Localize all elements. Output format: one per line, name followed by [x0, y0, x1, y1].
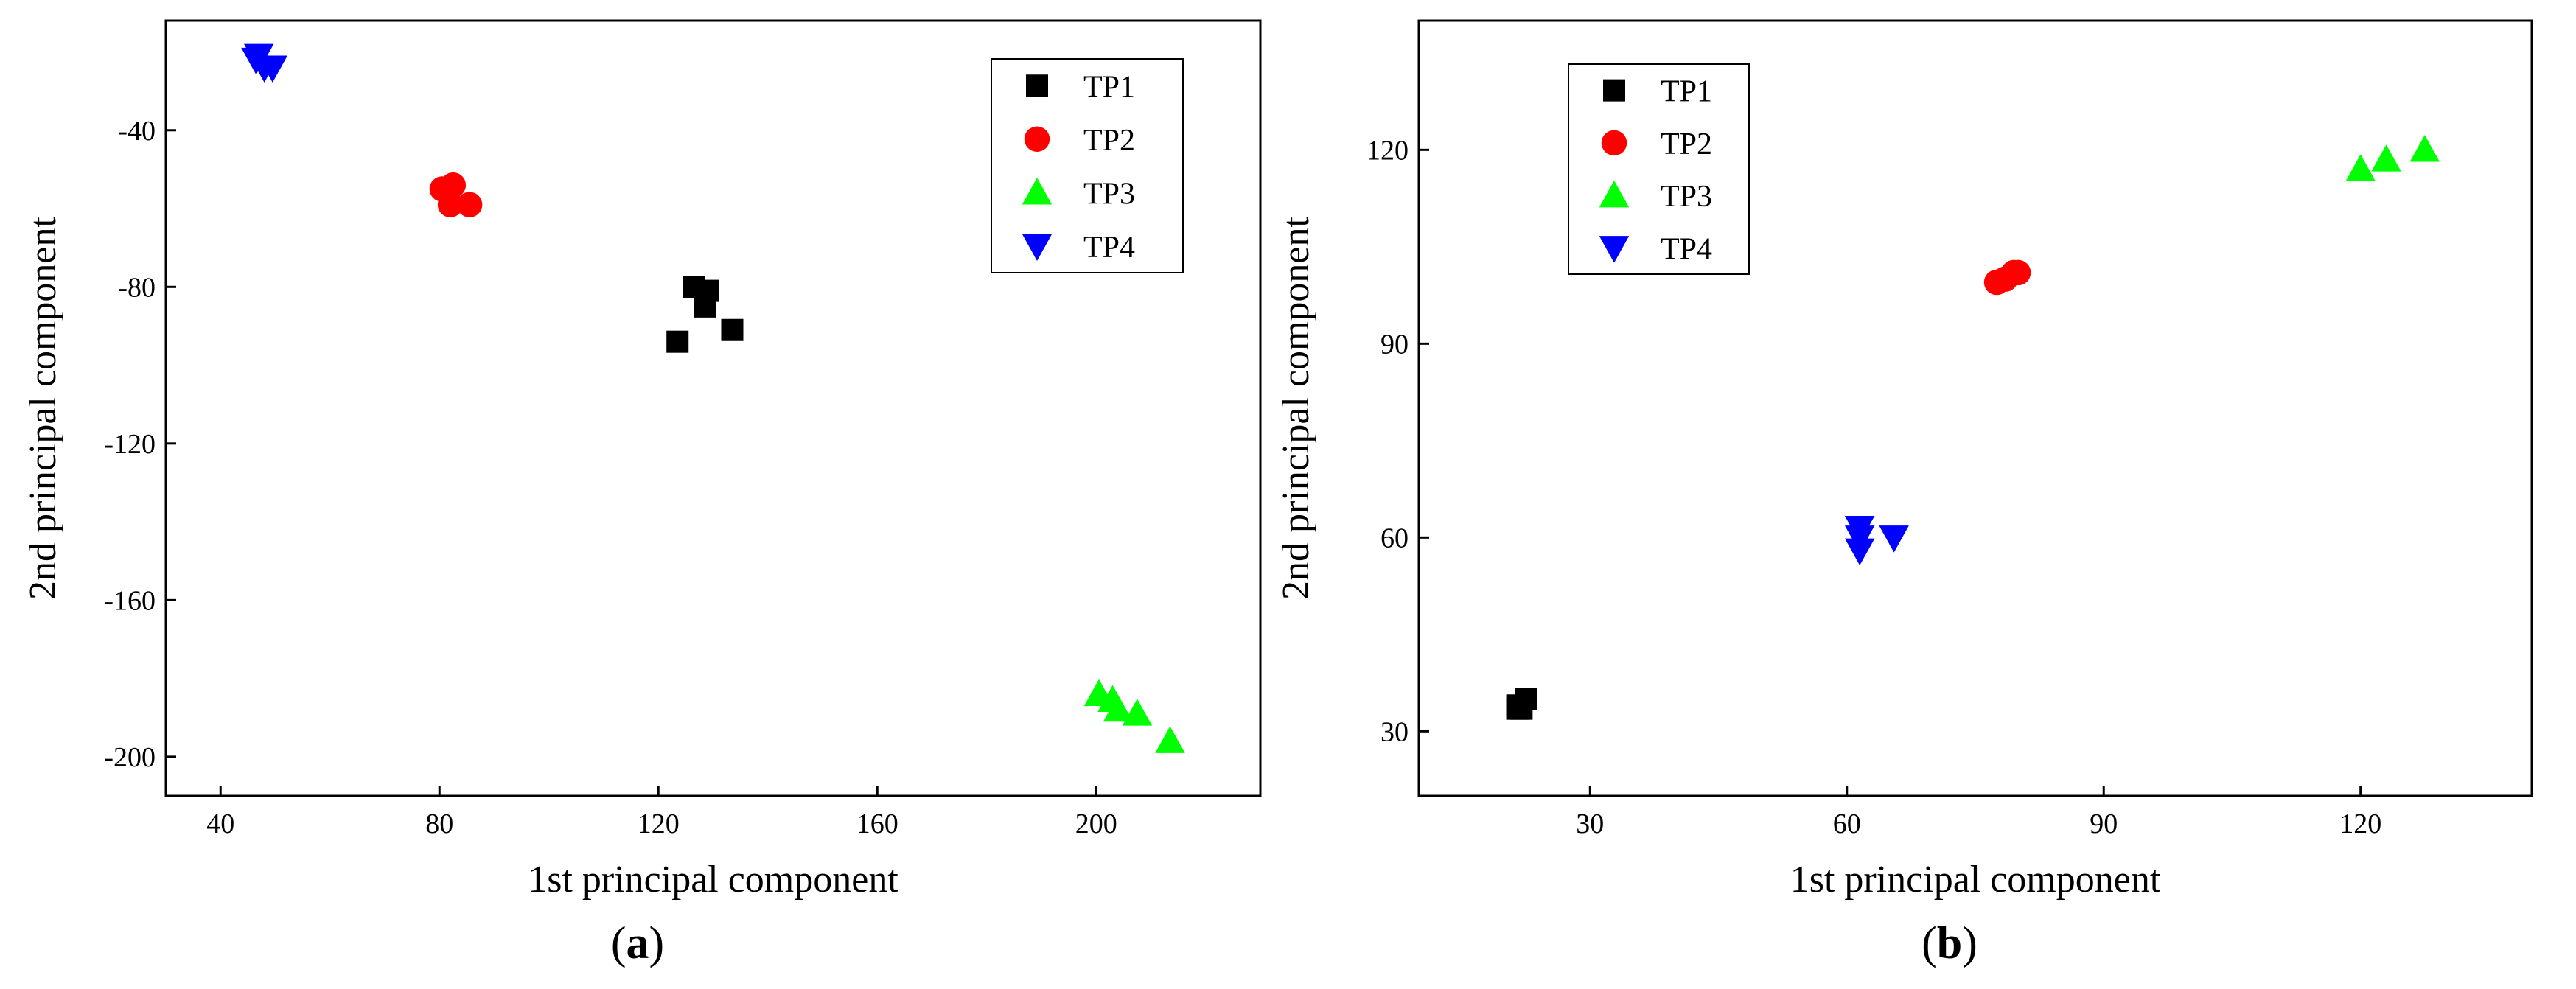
legend-marker-tp1: [1603, 79, 1625, 102]
data-point-tp2: [456, 192, 483, 217]
legend-marker-tp1: [1026, 74, 1048, 97]
y-axis-label: 2nd principal component: [22, 217, 64, 600]
x-tick-label: 30: [1576, 808, 1604, 839]
data-point-tp4: [257, 55, 288, 83]
legend-box: [991, 58, 1184, 273]
data-point-tp1: [666, 330, 689, 353]
data-point-tp1: [694, 295, 716, 318]
legend-label-tp1: TP1: [1661, 75, 1712, 109]
series-tp4: [1844, 515, 1909, 566]
legend-label-tp4: TP4: [1083, 231, 1135, 265]
x-tick-label: 60: [1833, 808, 1861, 839]
data-point-tp2: [440, 172, 467, 198]
legend-marker-tp3: [1022, 178, 1053, 205]
panel-label: (b): [1921, 918, 1978, 968]
y-tick-label: 120: [1366, 135, 1409, 166]
series-tp1: [1506, 688, 1537, 720]
series-tp3: [2345, 135, 2440, 181]
y-tick-label: -200: [104, 742, 156, 773]
data-point-tp3: [2345, 154, 2376, 181]
x-tick-label: 120: [2339, 808, 2381, 839]
data-point-tp4: [1879, 525, 1909, 553]
legend-marker-tp4: [1022, 234, 1053, 261]
x-tick-label: 160: [856, 808, 898, 839]
y-tick-label: -160: [104, 585, 156, 616]
legend-marker-tp4: [1599, 236, 1630, 263]
data-point-tp4: [243, 43, 274, 71]
data-point-tp4: [1844, 525, 1875, 553]
data-point-tp3: [1103, 694, 1134, 722]
legend-label-tp4: TP4: [1661, 232, 1712, 266]
legend-label-tp3: TP3: [1661, 180, 1712, 214]
plot-frame: [164, 19, 1262, 797]
legend-label-tp2: TP2: [1661, 127, 1712, 161]
x-axis-label: 1st principal component: [528, 859, 898, 901]
data-point-tp3: [1122, 699, 1153, 726]
series-tp4: [241, 43, 288, 83]
x-tick-label: 120: [638, 808, 680, 839]
legend-label-tp2: TP2: [1083, 124, 1135, 158]
legend-label-tp1: TP1: [1083, 70, 1135, 104]
chart-panel-b: 30 60 90 120 30 60 90 120 1st principal componen…: [1275, 19, 2533, 968]
data-point-tp2: [437, 192, 464, 217]
data-point-tp1: [721, 318, 744, 341]
series-tp2: [429, 172, 483, 217]
series-tp1: [666, 276, 744, 353]
series-tp2: [1983, 259, 2031, 296]
y-tick-label: 90: [1381, 329, 1409, 360]
x-tick-label: 200: [1075, 808, 1117, 839]
y-tick-label: 60: [1381, 523, 1409, 553]
y-tick-label: -40: [118, 116, 156, 147]
y-axis-label: 2nd principal component: [1275, 217, 1317, 600]
data-point-tp2: [2001, 259, 2027, 286]
panel-label: (a): [611, 918, 664, 968]
x-tick-label: 80: [425, 808, 453, 839]
legend-marker-tp3: [1599, 180, 1630, 208]
legend: TP1 TP2 TP3 TP4: [991, 58, 1184, 273]
x-tick-label: 90: [2090, 808, 2118, 839]
y-tick-label: -120: [104, 429, 156, 460]
legend: TP1 TP2 TP3 TP4: [1568, 63, 1750, 275]
data-point-tp3: [2409, 135, 2440, 162]
y-tick-label: 30: [1381, 716, 1409, 747]
data-point-tp1: [1506, 697, 1529, 720]
data-point-tp3: [1155, 726, 1185, 753]
data-point-tp3: [2371, 144, 2401, 172]
x-axis-label: 1st principal component: [1790, 859, 2161, 901]
series-tp3: [1083, 679, 1185, 753]
x-tick-label: 40: [206, 808, 234, 839]
plot-frame: [1417, 19, 2533, 797]
legend-label-tp3: TP3: [1083, 177, 1135, 211]
y-tick-label: -80: [118, 272, 156, 303]
chart-panel-a: 40 80 120 160 200 -40 -80 -120 -160 -200 1st princ…: [22, 19, 1262, 968]
legend-marker-tp2: [1024, 126, 1050, 152]
legend-box: [1568, 63, 1750, 275]
legend-marker-tp2: [1601, 130, 1627, 156]
